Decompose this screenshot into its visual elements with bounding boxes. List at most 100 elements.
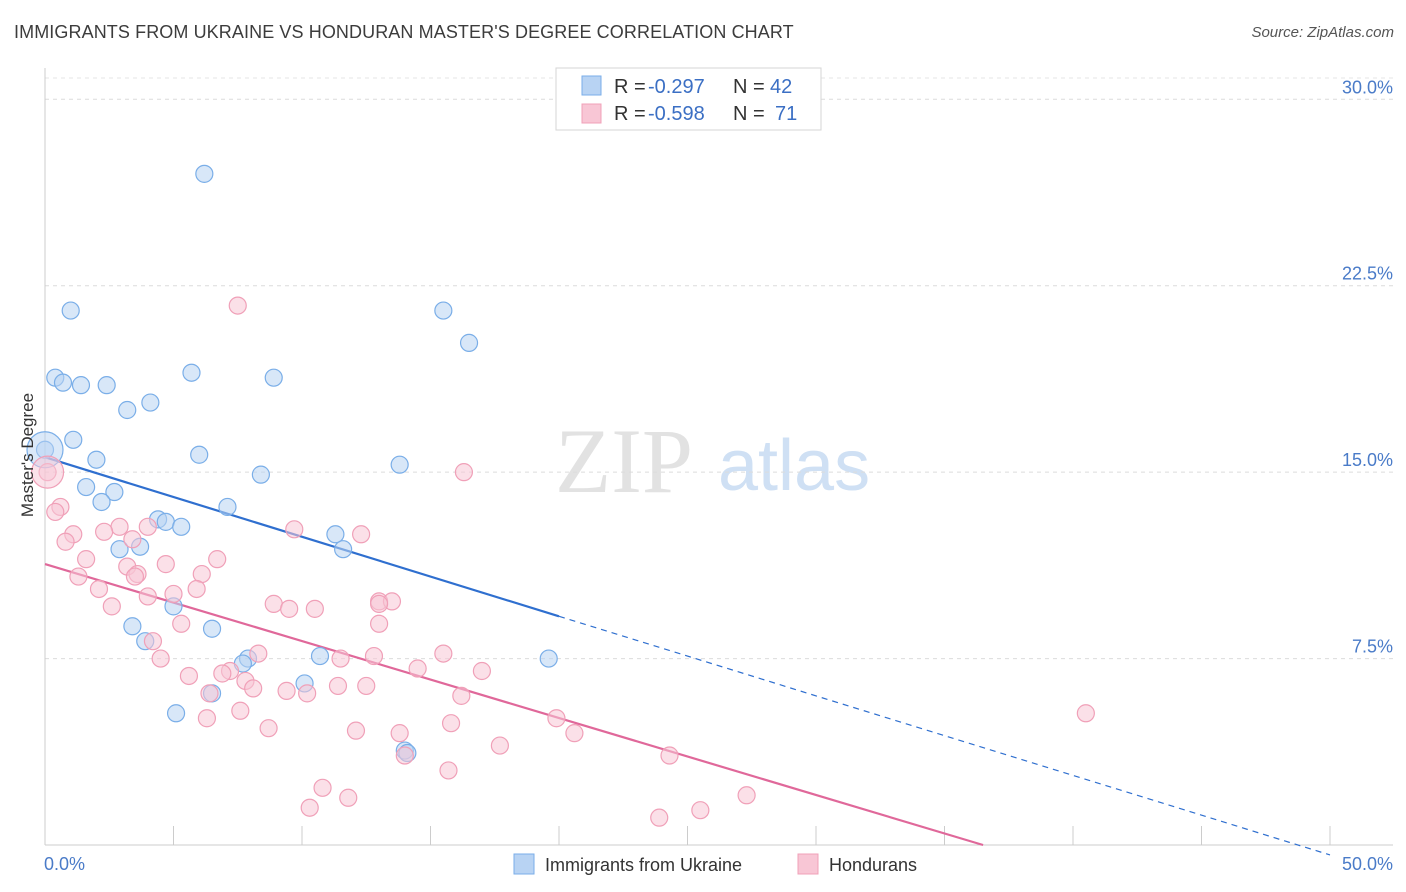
- point-honduran: [200, 684, 219, 703]
- x-tick-label-min: 0.0%: [44, 854, 85, 874]
- point-ukraine: [87, 450, 106, 469]
- watermark-atlas: atlas: [718, 426, 870, 506]
- point-ukraine: [105, 482, 124, 502]
- point-honduran: [408, 659, 427, 678]
- point-ukraine: [390, 455, 409, 474]
- point-honduran: [264, 594, 283, 613]
- point-honduran: [737, 786, 756, 805]
- point-honduran: [110, 517, 129, 536]
- point-ukraine: [334, 540, 353, 559]
- point-honduran: [660, 746, 679, 765]
- point-honduran: [650, 808, 669, 827]
- point-honduran: [305, 599, 324, 618]
- point-honduran: [454, 463, 474, 482]
- legend-n-value-1: 42: [770, 76, 792, 98]
- point-honduran: [249, 644, 268, 663]
- point-honduran: [439, 761, 458, 780]
- legend-r-label-1: R =: [614, 76, 646, 98]
- y-tick-label: 15.0%: [1342, 450, 1393, 470]
- point-ukraine: [123, 617, 142, 636]
- point-honduran: [77, 550, 96, 569]
- point-honduran: [346, 721, 366, 740]
- tick-labels: 7.5% 15.0% 22.5% 30.0% 0.0% 50.0%: [44, 77, 1393, 874]
- point-honduran: [452, 686, 471, 705]
- y-axis-label: Master's Degree: [18, 393, 37, 517]
- point-honduran: [313, 778, 332, 797]
- point-ukraine: [156, 512, 175, 531]
- trendline-ukraine-extension: [558, 615, 1331, 856]
- point-honduran: [357, 676, 376, 696]
- series-honduran-points: [30, 296, 1095, 827]
- point-honduran: [339, 788, 358, 807]
- point-honduran: [490, 736, 509, 755]
- chart-title: IMMIGRANTS FROM UKRAINE VS HONDURAN MAST…: [14, 22, 794, 42]
- point-honduran: [352, 525, 371, 544]
- point-honduran: [125, 567, 145, 586]
- point-honduran: [434, 644, 453, 663]
- legend-swatch-honduran: [581, 103, 602, 124]
- point-ukraine: [182, 363, 201, 382]
- legend-n-label-2: N =: [733, 103, 765, 125]
- point-honduran: [547, 709, 566, 728]
- legend-swatch-honduran-bottom: [797, 853, 819, 875]
- point-honduran: [102, 597, 121, 616]
- legend-r-label-2: R =: [614, 103, 646, 125]
- point-ukraine: [53, 373, 73, 392]
- point-honduran: [277, 681, 296, 700]
- legend-r-value-1: -0.297: [648, 76, 705, 98]
- point-honduran: [231, 701, 250, 720]
- point-ukraine: [61, 301, 80, 320]
- y-tick-label: 22.5%: [1342, 264, 1393, 284]
- point-honduran: [95, 522, 114, 541]
- point-ukraine: [77, 477, 96, 497]
- point-ukraine: [92, 492, 111, 512]
- legend-label-ukraine: Immigrants from Ukraine: [545, 855, 742, 875]
- trendlines: [44, 456, 1331, 856]
- point-ukraine: [459, 333, 479, 352]
- point-honduran-large: [30, 455, 65, 489]
- point-honduran: [370, 594, 389, 613]
- point-honduran: [151, 649, 170, 668]
- point-honduran: [69, 567, 88, 586]
- watermark-zip: ZIP: [555, 410, 693, 512]
- point-honduran: [228, 296, 247, 315]
- point-honduran: [280, 599, 299, 618]
- point-honduran: [244, 679, 263, 698]
- point-ukraine: [539, 649, 558, 668]
- point-honduran: [364, 646, 384, 666]
- legend-label-honduran: Hondurans: [829, 855, 917, 875]
- point-ukraine: [310, 646, 330, 666]
- point-honduran: [138, 517, 157, 536]
- point-honduran: [143, 632, 163, 651]
- point-honduran: [89, 579, 109, 599]
- point-ukraine: [326, 525, 345, 544]
- point-honduran: [208, 550, 227, 569]
- point-honduran: [172, 614, 191, 633]
- point-honduran: [328, 676, 348, 696]
- point-ukraine: [118, 400, 137, 420]
- point-honduran: [565, 724, 584, 743]
- source-credit: Source: ZipAtlas.com: [1251, 24, 1394, 41]
- point-honduran: [1076, 704, 1095, 723]
- point-ukraine: [141, 393, 160, 412]
- point-honduran: [285, 520, 304, 539]
- point-honduran: [441, 714, 461, 733]
- point-ukraine: [190, 445, 209, 464]
- point-ukraine: [172, 517, 191, 536]
- point-ukraine: [110, 540, 129, 559]
- point-honduran: [123, 530, 142, 549]
- point-ukraine: [166, 704, 186, 723]
- point-honduran: [56, 532, 75, 551]
- legend-n-label-1: N =: [733, 76, 765, 98]
- point-honduran: [187, 579, 206, 599]
- point-honduran: [46, 502, 65, 522]
- point-ukraine: [71, 376, 91, 395]
- legend-swatch-ukraine-bottom: [513, 853, 535, 875]
- point-ukraine: [97, 376, 116, 395]
- point-honduran: [300, 798, 319, 817]
- point-ukraine: [195, 164, 214, 183]
- x-tick-label-max: 50.0%: [1342, 854, 1393, 874]
- point-honduran: [691, 801, 710, 820]
- y-tick-label: 7.5%: [1352, 637, 1393, 657]
- point-ukraine: [202, 619, 222, 638]
